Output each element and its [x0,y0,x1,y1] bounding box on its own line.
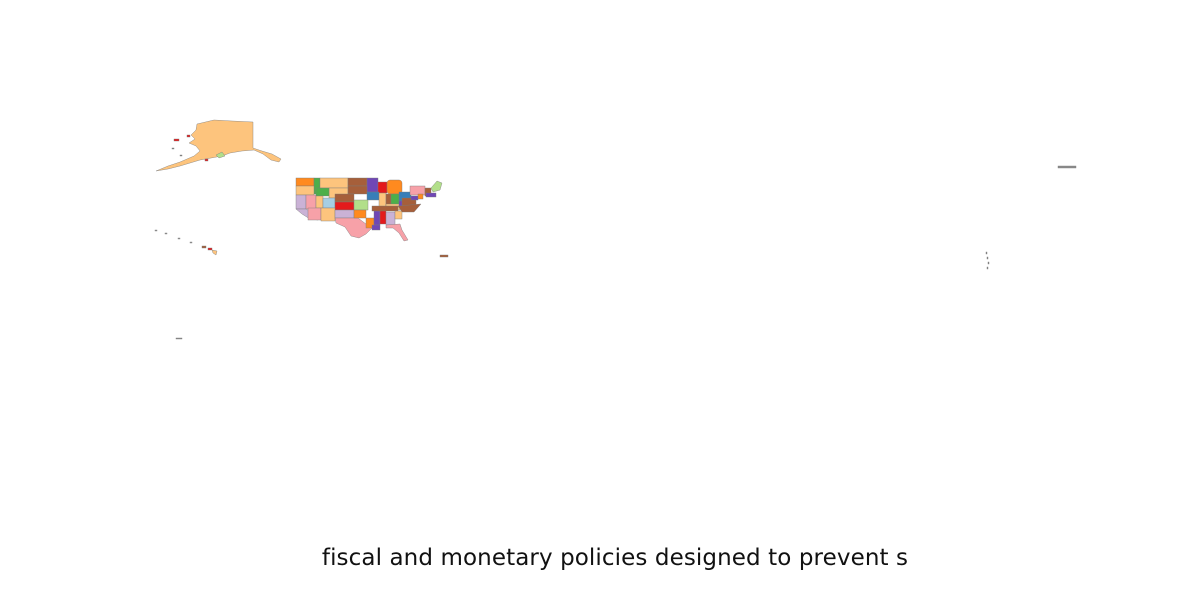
alaska-island-red-1 [173,138,180,142]
pacific-territories [985,165,1077,270]
hawaii-island-3 [177,237,181,240]
hawaii-island-1 [154,229,158,232]
state-ma [425,192,437,198]
territory-dots-3 [987,261,990,265]
state-ut [315,195,324,209]
alaska [155,119,282,172]
state-il [378,192,387,208]
territory-dots-1 [985,251,988,255]
hawaii-island-4 [189,241,193,244]
state-ny [409,185,426,196]
hawaii-island-6 [207,247,213,251]
state-fl [385,223,409,242]
state-nd [347,177,368,187]
state-ks [334,201,355,211]
state-ca-north [295,194,307,210]
alaska-mainland [155,119,282,172]
state-sd [347,185,368,195]
territory-dots-4 [986,266,989,270]
state-nv [305,194,317,210]
state-sc [394,210,403,220]
state-me [430,180,443,193]
state-ia [366,191,380,201]
hawaii-island-5 [201,245,207,249]
state-tx [334,217,373,239]
state-nc [397,203,422,213]
state-mo [353,199,369,211]
map-caption: fiscal and monetary policies designed to… [321,545,909,571]
state-md [410,195,419,201]
contiguous-us [295,177,443,242]
state-oh [390,193,400,206]
alaska-island-1 [171,147,175,150]
hawaii [154,229,218,256]
state-ar [353,209,367,219]
state-wi [377,181,388,194]
alaska-island-3 [204,158,209,162]
state-az [307,207,322,221]
state-ne [334,193,355,203]
state-or [295,185,315,196]
state-al [379,209,387,225]
state-ms [373,210,381,226]
alaska-island-2 [179,154,183,157]
state-nj [417,193,424,200]
state-ms-purple-tail [371,224,381,231]
state-ga [385,211,396,226]
hawaii-island-2 [164,232,168,235]
state-nm [320,207,336,222]
territory-north-marianas [1057,165,1077,169]
state-wa [295,177,315,187]
state-ok [334,209,355,219]
alaska-inset-green [215,151,226,159]
territory-caribbean [439,254,449,258]
state-co [322,197,336,209]
alaska-island-red-2 [186,134,191,138]
state-mt [319,177,349,189]
state-mt-green [315,187,330,197]
state-tn [371,205,399,212]
state-mn [366,177,379,193]
territory-samoa [175,337,183,340]
territory-dots-2 [986,256,989,260]
hawaii-big-island [211,249,218,256]
